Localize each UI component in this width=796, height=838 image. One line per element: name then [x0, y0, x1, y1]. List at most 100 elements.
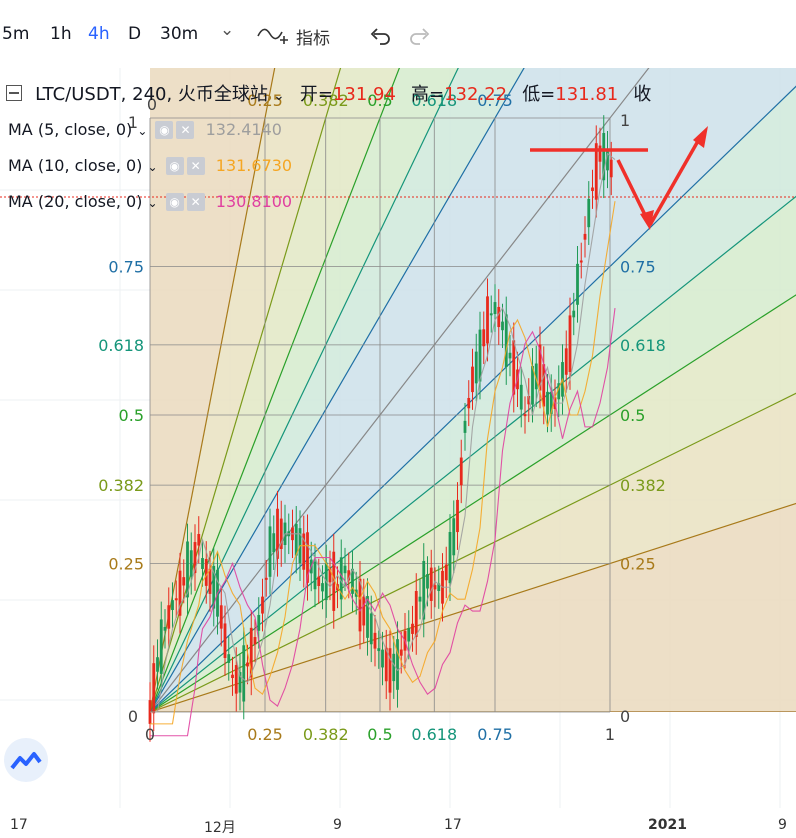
fan-label-left: 0.75: [108, 258, 144, 277]
undo-icon[interactable]: [368, 26, 392, 46]
ma5-value: 132.4140: [205, 120, 282, 139]
timeframe-1h[interactable]: 1h: [50, 24, 72, 44]
date-tick: 12月: [204, 820, 236, 836]
fan-ray: [150, 195, 796, 712]
candle-body: [328, 568, 332, 583]
ma5-remove-icon[interactable]: ✕: [176, 121, 195, 139]
candle-body: [456, 499, 459, 533]
fan-ray: [150, 68, 650, 712]
fan-label-bottom: 0.618: [411, 725, 457, 744]
candle-body: [602, 132, 606, 181]
candle-body: [178, 570, 182, 616]
ma5-visibility-icon[interactable]: ◉: [155, 121, 174, 139]
fan-label-bottom: 0: [145, 725, 155, 744]
candle-body: [418, 596, 422, 602]
ma20-visibility-icon[interactable]: ◉: [165, 193, 184, 211]
candle-body: [208, 568, 212, 594]
timeframe-5m[interactable]: 5m: [2, 24, 30, 44]
candle-body: [497, 306, 501, 328]
candle-body: [246, 662, 249, 667]
tradingview-logo-icon[interactable]: [4, 738, 48, 782]
candle-body: [527, 395, 531, 405]
candle-body: [471, 366, 474, 393]
candle-body: [411, 623, 414, 634]
candle-body: [463, 420, 467, 433]
candle-body: [189, 550, 193, 577]
candle-body: [201, 558, 204, 569]
ma20-remove-icon[interactable]: ✕: [186, 193, 205, 211]
candle-body: [231, 674, 234, 679]
fan-ray: [150, 294, 796, 712]
high-value: 132.22: [444, 84, 508, 105]
ma10-visibility-icon[interactable]: ◉: [165, 157, 184, 175]
high-label: 高=: [411, 84, 445, 105]
candle-body: [437, 583, 441, 592]
candle-body: [594, 143, 598, 200]
ma20-dropdown-icon[interactable]: ⌄: [147, 196, 158, 210]
fan-ray: [150, 68, 401, 712]
candle-body: [388, 648, 392, 693]
candle-body: [399, 649, 403, 656]
candle-body: [568, 315, 572, 373]
ma10-remove-icon[interactable]: ✕: [186, 157, 205, 175]
symbol-dropdown-icon[interactable]: ⌄: [273, 88, 285, 104]
candle-body: [156, 657, 159, 672]
ma5-dropdown-icon[interactable]: ⌄: [137, 124, 148, 138]
candle-body: [583, 233, 587, 240]
timeframe-d[interactable]: D: [128, 24, 142, 44]
fan-label-right: 1: [620, 111, 630, 130]
candle-body: [542, 364, 546, 407]
candle-body: [467, 397, 471, 409]
redo-icon[interactable]: [408, 26, 432, 46]
candle-body: [182, 577, 186, 586]
ma5-name: MA (5, close, 0): [8, 120, 133, 139]
candle-body: [414, 591, 418, 637]
ma5-legend-row: MA (5, close, 0) ⌄ ◉ ✕ 132.4140: [8, 120, 282, 139]
candle-body: [523, 414, 527, 417]
ma10-value: 131.6730: [215, 156, 293, 175]
fan-label-left: 0.5: [119, 406, 144, 425]
candle-body: [384, 647, 388, 682]
candle-body: [227, 654, 231, 663]
fan-label-bottom: 0.382: [303, 725, 349, 744]
fan-ray: [150, 85, 796, 712]
candle-body: [587, 198, 591, 228]
low-label: 低=: [522, 84, 556, 105]
fan-label-top: 0.5: [367, 91, 392, 110]
timeframe-30m[interactable]: 30m: [160, 24, 199, 44]
candle-body: [429, 567, 433, 601]
fan-label-top: 0.382: [303, 91, 349, 110]
candle-body: [609, 159, 613, 178]
candle-body: [276, 508, 279, 559]
price-chart[interactable]: 0.25 0.25 0.25 0.25 0.382 0.382 0.382 0.382 0.5 0…: [0, 68, 796, 808]
fan-label-left: 0.25: [108, 555, 144, 574]
candle-body: [212, 565, 216, 609]
candle-body: [448, 531, 452, 584]
candle-body: [377, 648, 381, 652]
candle-body: [407, 628, 411, 642]
fan-label-right: 0.25: [620, 555, 656, 574]
candle-body: [253, 637, 257, 645]
fan-region: [150, 68, 275, 712]
date-tick: 9: [333, 817, 342, 833]
candle-body: [362, 596, 366, 626]
candle-body: [197, 533, 201, 546]
fan-ray: [150, 502, 796, 712]
candle-body: [606, 148, 609, 171]
timeframe-dropdown[interactable]: ⌄: [220, 20, 235, 40]
candle-body: [193, 542, 197, 574]
candle-body: [272, 533, 276, 553]
fan-ray: [150, 68, 459, 712]
ma10-dropdown-icon[interactable]: ⌄: [147, 160, 158, 174]
candle-body: [486, 296, 489, 344]
annotation-arrowhead: [693, 126, 708, 148]
date-tick: 9: [778, 817, 787, 833]
candle-body: [313, 561, 317, 590]
collapse-icon[interactable]: [6, 85, 22, 101]
indicators-button[interactable]: 指标: [256, 22, 346, 50]
fan-label-bottom: 0.75: [477, 725, 513, 744]
fan-label-bottom: 1: [605, 725, 615, 744]
timeframe-4h[interactable]: 4h: [88, 24, 110, 44]
candle-body: [223, 623, 227, 658]
candle-body: [474, 351, 478, 384]
